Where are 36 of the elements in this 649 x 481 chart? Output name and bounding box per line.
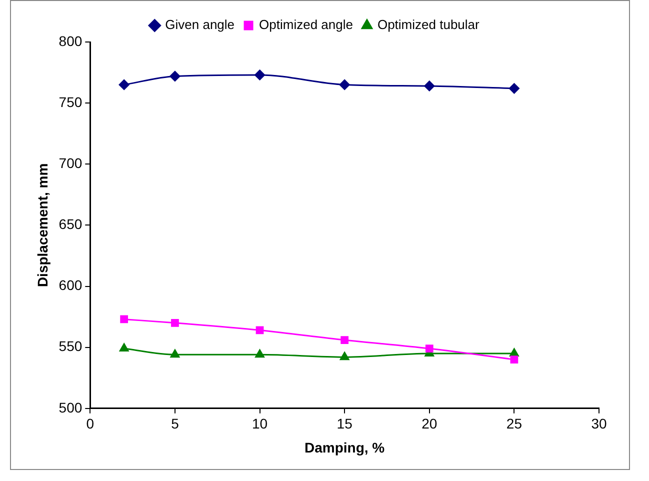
- point: [425, 344, 434, 352]
- point: [424, 80, 435, 92]
- y-tick-label: 650: [58, 216, 82, 232]
- point: [119, 343, 129, 352]
- point: [171, 318, 179, 327]
- x-tick-label: 0: [86, 416, 94, 432]
- point: [256, 326, 264, 334]
- point: [120, 315, 128, 324]
- point: [510, 348, 519, 356]
- x-tick-label: 5: [171, 416, 180, 432]
- point: [340, 336, 349, 344]
- point: [255, 349, 264, 358]
- point: [118, 79, 130, 90]
- y-tick-label: 800: [58, 32, 82, 49]
- x-tick-label: 25: [506, 416, 522, 432]
- y-tick-label: 600: [58, 277, 82, 294]
- legend-label: Given angle: [165, 17, 235, 32]
- x-tick-label: 30: [591, 416, 607, 432]
- y-tick-label: 700: [58, 154, 82, 171]
- point: [340, 352, 350, 360]
- legend-label: Optimized angle: [259, 17, 353, 32]
- point: [510, 356, 518, 364]
- x-tick-label: 20: [422, 416, 438, 432]
- y-tick-label: 550: [58, 338, 82, 354]
- point: [339, 79, 350, 90]
- x-tick-label: 10: [252, 416, 268, 432]
- y-tick-label: 750: [58, 94, 82, 110]
- y-tick-label: 500: [58, 399, 82, 416]
- x-tick-label: 15: [336, 416, 353, 432]
- x-axis-title: Damping, %: [304, 439, 386, 456]
- point: [254, 70, 266, 80]
- point: [170, 349, 180, 358]
- y-axis-title: Displacement, mm: [34, 163, 50, 288]
- legend-label: Optimized tubular: [377, 17, 480, 32]
- point: [170, 70, 180, 82]
- point: [508, 83, 520, 94]
